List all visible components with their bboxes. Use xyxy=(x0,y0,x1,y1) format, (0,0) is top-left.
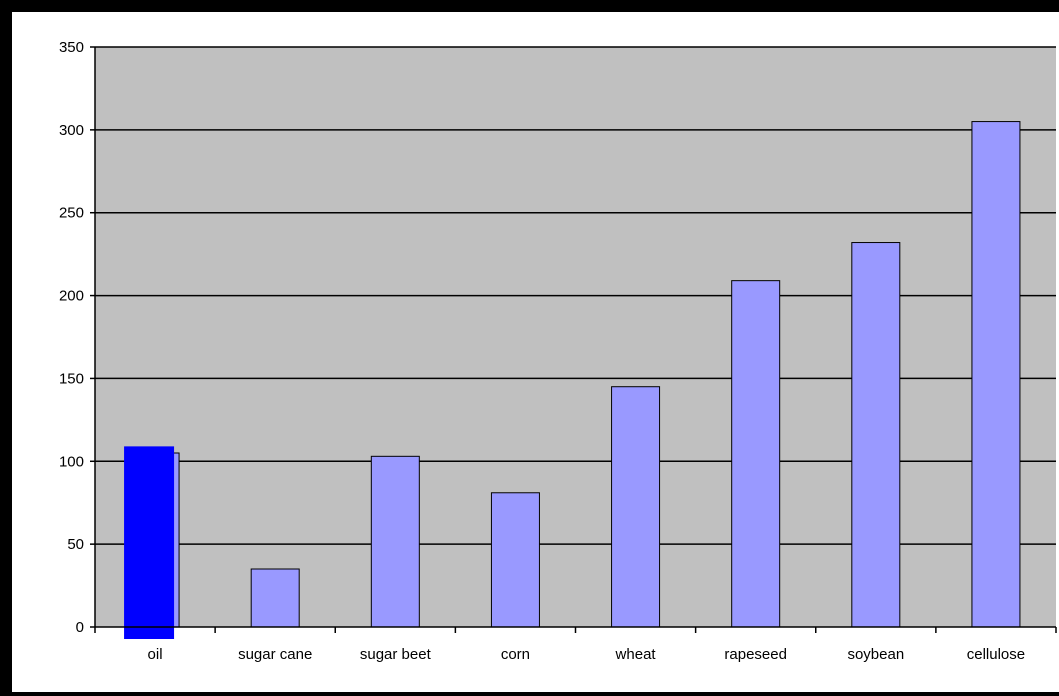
y-tick-label: 100 xyxy=(59,453,84,470)
bar-cellulose xyxy=(971,121,1021,628)
y-tick-label: 150 xyxy=(59,370,84,387)
axes xyxy=(90,46,1057,633)
x-tick-label: sugar cane xyxy=(238,646,312,663)
gridlines xyxy=(95,46,1056,545)
highlight-bar-oil xyxy=(124,446,175,639)
x-tick-label: wheat xyxy=(615,646,657,663)
bar-wheat xyxy=(611,386,661,628)
y-tick-label: 250 xyxy=(59,205,84,222)
y-tick-label: 300 xyxy=(59,122,84,139)
x-tick-label: oil xyxy=(148,646,163,663)
bar-corn xyxy=(490,492,540,628)
y-tick-label: 50 xyxy=(67,536,84,553)
bar-sugar-beet xyxy=(370,455,420,628)
plot-area xyxy=(95,47,1056,627)
x-tick-label: sugar beet xyxy=(360,646,432,663)
x-tick-label: soybean xyxy=(847,646,904,663)
x-tick-label: corn xyxy=(501,646,530,663)
bar-rapeseed xyxy=(731,280,781,628)
y-tick-label: 0 xyxy=(76,619,84,636)
y-tick-label: 350 xyxy=(59,39,84,56)
bar-soybean xyxy=(851,242,901,628)
y-tick-labels: 0 50 100 150 200 250 300 350 xyxy=(59,39,84,636)
y-tick-label: 200 xyxy=(59,288,84,305)
bar-sugar-cane xyxy=(250,568,300,628)
x-tick-labels: oil sugar cane sugar beet corn wheat rapeseed… xyxy=(148,646,1026,663)
x-tick-label: rapeseed xyxy=(724,646,787,663)
x-tick-label: cellulose xyxy=(967,646,1025,663)
